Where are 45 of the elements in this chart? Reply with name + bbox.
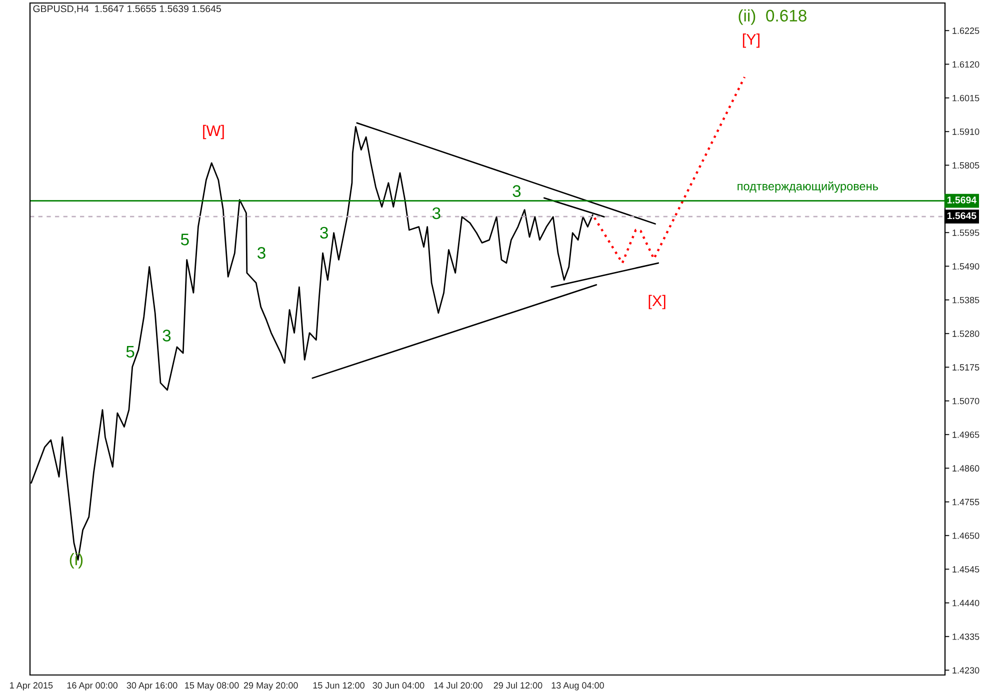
y-tick-label: 1.5070 — [952, 398, 980, 404]
x-tick-label: 29 May 20:00 — [244, 682, 298, 690]
y-tick-label: 1.4335 — [952, 633, 980, 640]
x-tick-label: 13 Aug 04:00 — [552, 682, 604, 690]
x-tick-label: 15 May 08:00 — [185, 682, 239, 690]
y-tick-label: 1.5910 — [952, 128, 980, 135]
y-tick-label: 1.4230 — [952, 667, 980, 674]
y-tick-label: 1.5595 — [952, 230, 980, 236]
y-tick-label: 1.4545 — [952, 566, 980, 573]
annotation: 3 — [257, 247, 266, 259]
x-tick-label: 14 Jul 20:00 — [434, 682, 482, 689]
annotation: 3 — [512, 185, 521, 197]
y-tick-label: 1.5175 — [952, 364, 980, 371]
annotation: подтверждающийуровень — [738, 182, 878, 193]
y-tick-label: 1.4440 — [952, 600, 980, 606]
y-tick-label: 1.5280 — [952, 330, 980, 337]
y-tick-label: 1.6225 — [952, 28, 980, 34]
annotation: (ii) 0.618 — [738, 9, 806, 25]
y-tick-label: 1.4755 — [952, 498, 980, 506]
annotation: (i) — [70, 552, 83, 569]
y-tick-label: 1.4650 — [952, 532, 980, 539]
annotation: 5 — [180, 234, 189, 246]
y-tick-label: 1.6015 — [952, 94, 980, 102]
annotation: [Y] — [742, 34, 760, 48]
ref-line-label: 1.5694 — [947, 196, 977, 204]
ref-line-label: 1.5645 — [947, 212, 976, 220]
annotation: 5 — [126, 346, 134, 358]
y-tick-label: 1.4860 — [952, 465, 980, 472]
y-tick-label: 1.6120 — [952, 61, 980, 68]
x-tick-label: 29 Jul 12:00 — [494, 682, 542, 689]
x-tick-label: 1 Apr 2015 — [10, 682, 53, 690]
chart-title: GBPUSD,H4 1.5647 1.5655 1.5639 1.5645 — [33, 5, 221, 14]
x-tick-label: 16 Apr 00:00 — [67, 682, 118, 690]
annotation: 3 — [162, 330, 171, 342]
x-tick-label: 15 Jun 12:00 — [313, 682, 364, 689]
y-tick-label: 1.4965 — [952, 432, 980, 438]
y-tick-label: 1.5385 — [952, 296, 980, 304]
x-tick-label: 30 Jun 04:00 — [372, 682, 424, 689]
annotation: [X] — [648, 294, 666, 310]
annotation: 3 — [320, 226, 328, 239]
y-tick-label: 1.5490 — [952, 263, 980, 270]
y-tick-label: 1.5805 — [952, 162, 980, 169]
annotation: [W] — [203, 124, 224, 140]
x-tick-label: 30 Apr 16:00 — [126, 682, 178, 690]
annotation: 3 — [432, 207, 440, 220]
